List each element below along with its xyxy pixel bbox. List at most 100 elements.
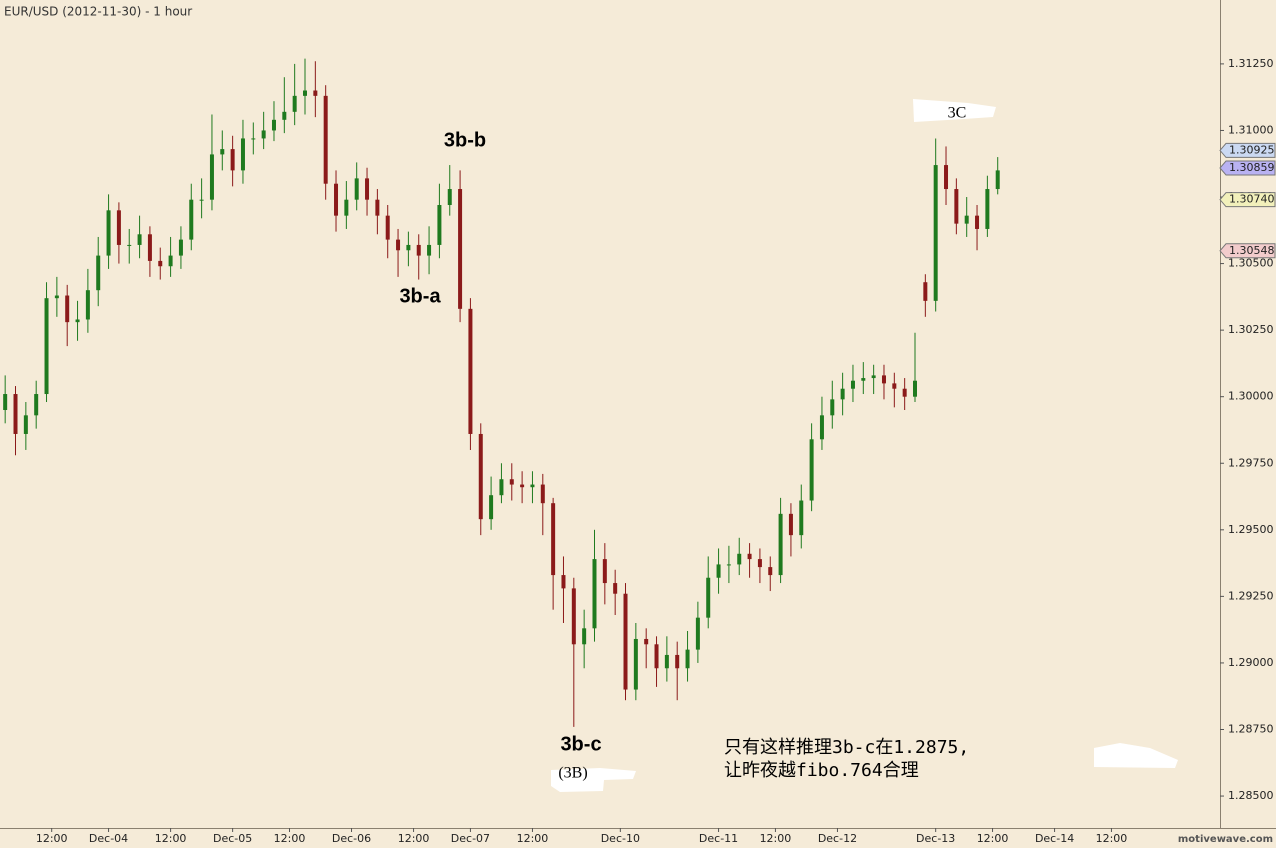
candle-body [530,484,535,488]
candle-body [664,654,669,669]
candle-body [3,394,8,411]
candle-body [478,433,483,520]
candle-body [975,215,980,229]
candle-body [158,260,163,267]
candle-body [726,564,731,566]
candle-body [520,484,525,488]
candle-body [282,111,287,120]
y-tick-label: 1.28750 [1228,722,1274,735]
candle-body [633,638,638,690]
y-tick-label: 1.31000 [1228,123,1274,136]
candle-body [199,199,204,201]
candle-body [695,617,700,650]
candle-body [799,500,804,536]
candle-body [819,415,824,440]
x-tick-label: 12:00 [517,832,549,845]
x-tick-label: Dec-07 [451,832,490,845]
candle-body [933,165,938,301]
candle-body [96,255,101,291]
white-blob [551,768,636,792]
price-tag-label: 1.30740 [1229,193,1275,206]
annotation: (3B) [558,765,587,782]
candle-body [385,215,390,240]
candle-body [964,215,969,224]
price-tag [1219,160,1276,176]
candle-body [850,380,855,389]
candle-body [34,394,39,416]
candle-body [685,649,690,669]
candle-body [396,239,401,251]
candle-body [540,484,545,504]
price-tag-label: 1.30548 [1229,244,1275,257]
candle-body [489,495,494,520]
candle-body [189,199,194,240]
candle-body [416,244,421,256]
candle-body [344,199,349,216]
candle-body [861,378,866,381]
candle-body [323,95,328,184]
annotation: 只有这样推理3b-c在1.2875, [724,737,969,758]
candle-body [303,90,307,96]
annotation: 3C [948,105,967,122]
candle-body [551,503,556,576]
candle-body [902,388,907,397]
candle-body [809,439,814,501]
candle-body [65,295,70,323]
annotation: 让昨夜越fibo.764合理 [724,760,919,781]
candle-body [251,138,256,140]
candle-body [54,295,59,299]
x-tick-label: 12:00 [155,832,187,845]
candle-body [75,319,80,323]
price-tag [1219,192,1276,208]
annotation: 3b-b [444,129,486,151]
x-tick-label: Dec-13 [916,832,955,845]
candle-body [654,644,659,669]
candle-body [292,95,297,112]
candle-body [354,178,359,200]
price-tag [1219,243,1276,259]
x-tick-label: 12:00 [760,832,792,845]
candle-body [375,199,380,216]
y-tick-label: 1.28500 [1228,789,1274,802]
candle-body [168,255,173,267]
candle-body [737,553,742,565]
x-tick-label: Dec-12 [818,832,857,845]
candle-body [954,189,959,224]
candle-body [437,205,442,245]
candle-body [427,244,432,256]
candle-body [509,479,514,485]
candle-body [499,479,504,496]
candle-body [334,183,339,216]
candle-body [757,559,762,568]
candle-body [644,638,649,645]
price-tag-label: 1.30925 [1229,143,1275,156]
candle-body [44,298,49,395]
candle-body [406,244,411,251]
candle-body [747,553,752,560]
candle-body [571,588,576,645]
candle-body [613,583,618,594]
candle-body [768,567,773,576]
x-tick-label: 12:00 [274,832,306,845]
x-tick-label: 12:00 [977,832,1009,845]
x-tick-label: 12:00 [1096,832,1128,845]
candle-body [582,628,587,645]
y-tick-label: 1.29750 [1228,456,1274,469]
chart-title: EUR/USD (2012-11-30) - 1 hour [4,5,192,19]
candle-body [209,154,214,200]
x-tick-label: Dec-14 [1035,832,1074,845]
y-tick-label: 1.30000 [1228,390,1274,403]
watermark: motivewave.com [1178,834,1273,845]
candle-body [23,415,28,434]
price-tag [1219,142,1276,158]
y-tick-label: 1.29250 [1228,589,1274,602]
candle-body [830,399,835,416]
candle-body [592,559,597,629]
candle-body [147,234,152,261]
candle-body [892,383,897,389]
candle-body [706,577,711,618]
candle-body [985,189,990,229]
x-tick-label: 12:00 [36,832,68,845]
